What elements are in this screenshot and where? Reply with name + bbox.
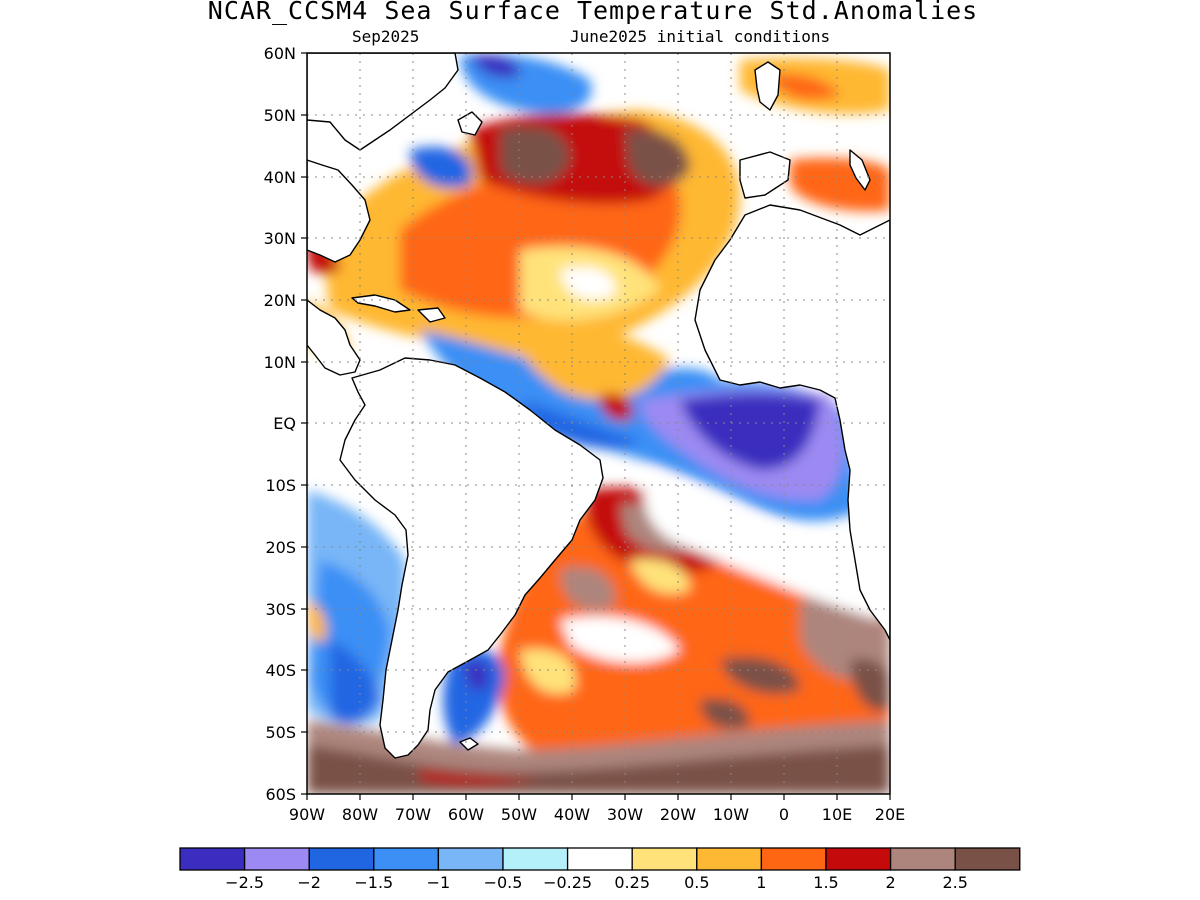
cuba xyxy=(351,294,411,313)
lat-label: 20N xyxy=(264,291,296,310)
south-america xyxy=(339,357,604,759)
lat-label: 60N xyxy=(264,44,296,63)
gulf-coast xyxy=(307,299,361,376)
lon-label: 0 xyxy=(779,805,789,824)
lat-label: 10N xyxy=(264,353,296,372)
latitude-ticks xyxy=(301,52,307,795)
lat-label: 50S xyxy=(265,723,296,742)
colorbar-label: 0.25 xyxy=(614,873,650,892)
colorbar-swatch xyxy=(631,847,698,871)
lon-label: 40W xyxy=(554,805,590,824)
lat-label: 40N xyxy=(264,168,296,187)
lat-label: 10S xyxy=(265,476,296,495)
colorbar-label: −2.5 xyxy=(225,873,264,892)
lon-label: 20W xyxy=(660,805,696,824)
latitude-labels: 60N 50N 40N 30N 20N 10N EQ 10S 20S 30S 4… xyxy=(264,44,296,804)
colorbar-swatch xyxy=(566,847,633,871)
colorbar-swatch xyxy=(760,847,827,871)
north-america-east-coast xyxy=(307,159,371,263)
colorbar-swatch xyxy=(179,847,246,871)
colorbar-swatch xyxy=(437,847,504,871)
colorbar-swatch xyxy=(308,847,375,871)
colorbar-label: −0.25 xyxy=(543,873,592,892)
lat-label: 60S xyxy=(265,785,296,804)
falklands xyxy=(459,737,479,751)
colorbar-swatch xyxy=(889,847,956,871)
colorbar-label: −2 xyxy=(297,873,321,892)
colorbar-label: −1.5 xyxy=(354,873,393,892)
lon-label: 30W xyxy=(607,805,643,824)
lat-label: 30N xyxy=(264,229,296,248)
lon-label: 50W xyxy=(501,805,537,824)
colorbar-boxes xyxy=(179,847,1021,871)
longitude-labels: 90W 80W 70W 60W 50W 40W 30W 20W 10W 0 10… xyxy=(289,805,905,824)
colorbar-swatch xyxy=(825,847,892,871)
lon-label: 10W xyxy=(713,805,749,824)
lat-label: EQ xyxy=(273,414,296,433)
colorbar-swatch xyxy=(502,847,569,871)
colorbar-swatch xyxy=(243,847,310,871)
british-isles xyxy=(754,61,781,111)
lon-label: 10E xyxy=(822,805,852,824)
colorbar-label: 1 xyxy=(756,873,766,892)
lon-label: 20E xyxy=(875,805,905,824)
lat-label: 50N xyxy=(264,106,296,125)
lat-label: 30S xyxy=(265,600,296,619)
graticule xyxy=(307,53,890,794)
longitude-ticks xyxy=(306,794,891,800)
colorbar-label: 2.5 xyxy=(942,873,967,892)
initial-conditions-label: June2025 initial conditions xyxy=(570,27,831,46)
colorbar-label: −0.5 xyxy=(484,873,523,892)
north-america xyxy=(307,53,459,151)
lon-label: 80W xyxy=(342,805,378,824)
colorbar-swatch xyxy=(373,847,440,871)
colorbar-label: −1 xyxy=(427,873,451,892)
colorbar-swatch xyxy=(954,847,1021,871)
colorbar-label: 1.5 xyxy=(813,873,838,892)
lat-label: 20S xyxy=(265,538,296,557)
continent-outlines xyxy=(307,53,890,759)
colorbar-label: 2 xyxy=(886,873,896,892)
colorbar-swatch xyxy=(696,847,763,871)
chart-title: NCAR_CCSM4 Sea Surface Temperature Std.A… xyxy=(207,0,979,25)
anomaly-field xyxy=(307,53,890,794)
colorbar-labels: −2.5 −2 −1.5 −1 −0.5 −0.25 0.25 0.5 1 1.5 2 2.5 xyxy=(225,873,968,892)
africa xyxy=(694,204,890,641)
lat-label: 40S xyxy=(265,661,296,680)
newfoundland xyxy=(457,111,483,136)
colorbar-label: 0.5 xyxy=(684,873,709,892)
lon-label: 70W xyxy=(395,805,431,824)
italy xyxy=(849,149,871,191)
hispaniola xyxy=(417,307,446,323)
iberia xyxy=(739,151,791,199)
lon-label: 60W xyxy=(448,805,484,824)
lon-label: 90W xyxy=(289,805,325,824)
forecast-month: Sep2025 xyxy=(352,27,420,46)
